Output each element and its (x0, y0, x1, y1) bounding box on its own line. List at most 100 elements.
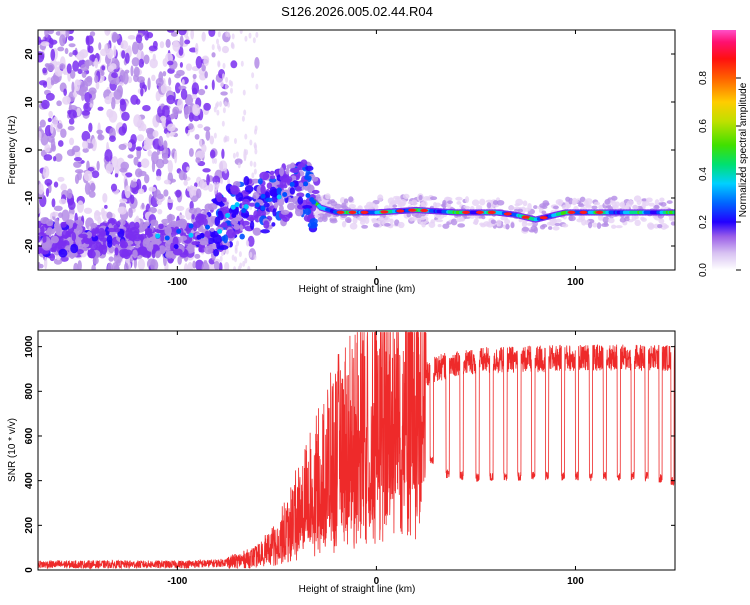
heatmap-cell (190, 30, 195, 40)
heatmap-cell (225, 229, 236, 239)
heatmap-cell (591, 205, 598, 210)
heatmap-cell (231, 43, 235, 50)
heatmap-cell (93, 61, 98, 67)
heatmap-cell (219, 255, 223, 262)
heatmap-cell (159, 41, 165, 49)
heatmap-cell (96, 160, 100, 171)
heatmap-cell (281, 212, 291, 223)
heatmap-cell (239, 30, 243, 35)
heatmap-cell (77, 260, 82, 270)
heatmap-cell (106, 211, 113, 219)
heatmap-cell (143, 144, 152, 150)
heatmap-cell (176, 69, 185, 77)
spectrogram-x-tick-label: 100 (567, 277, 584, 288)
heatmap-cell (225, 248, 229, 255)
heatmap-cell (402, 193, 410, 200)
heatmap-cell (384, 222, 391, 227)
heatmap-cell (68, 118, 75, 125)
heatmap-cell (72, 49, 78, 56)
heatmap-cell (314, 214, 321, 218)
heatmap-cell (231, 254, 235, 261)
heatmap-cell (285, 167, 290, 175)
colorbar-label: Normalized spectral amplitude (738, 82, 749, 217)
heatmap-cell (389, 218, 394, 225)
heatmap-cell (253, 254, 257, 261)
heatmap-cell (146, 128, 156, 140)
heatmap-cell (160, 115, 167, 122)
snr-x-ticks: -100 0 100 (167, 331, 584, 587)
heatmap-cell (174, 150, 178, 164)
heatmap-cell (254, 57, 260, 69)
heatmap-cell (111, 96, 116, 110)
heatmap-cell (50, 235, 59, 244)
heatmap-cell (83, 170, 93, 182)
heatmap-cell (249, 139, 253, 146)
heatmap-cell (136, 120, 145, 129)
heatmap-cell (218, 101, 222, 108)
heatmap-cell (106, 108, 114, 118)
heatmap-cell (263, 220, 270, 229)
colorbar-gradient (712, 30, 736, 270)
heatmap-cell (273, 202, 279, 209)
heatmap-cell (135, 34, 143, 44)
heatmap-cell (47, 227, 53, 233)
heatmap-cell (348, 203, 356, 209)
heatmap-cell (87, 44, 91, 53)
heatmap-cell (239, 233, 245, 240)
heatmap-cell (139, 222, 145, 232)
heatmap-cell (428, 221, 436, 228)
heatmap-cell (374, 204, 379, 210)
heatmap-cell (619, 201, 625, 207)
heatmap-cell (437, 224, 442, 228)
heatmap-cell (66, 188, 73, 199)
heatmap-cell (201, 31, 206, 42)
heatmap-cell (240, 60, 244, 67)
heatmap-cell (165, 38, 171, 48)
heatmap-cell (151, 245, 160, 251)
heatmap-cell (244, 133, 248, 140)
heatmap-cell (619, 217, 627, 223)
heatmap-cell (204, 203, 213, 211)
heatmap-cell (194, 253, 201, 259)
heatmap-cell (377, 194, 384, 202)
heatmap-cell (329, 217, 337, 222)
heatmap-cell (121, 50, 126, 59)
heatmap-cell (61, 209, 70, 222)
heatmap-cell (42, 166, 50, 179)
spectrogram-y-tick-label: 0 (24, 147, 35, 153)
heatmap-cell (111, 156, 119, 168)
heatmap-cell (242, 260, 246, 267)
snr-x-tick-label: 0 (374, 576, 380, 587)
heatmap-cell (657, 223, 663, 229)
heatmap-cell (611, 224, 617, 229)
heatmap-cell (119, 99, 127, 112)
heatmap-cell (197, 123, 203, 129)
heatmap-cell (209, 227, 215, 232)
heatmap-hotspot (396, 209, 405, 213)
heatmap-cell (418, 194, 423, 201)
heatmap-cell (304, 175, 312, 181)
heatmap-hotspot (461, 210, 470, 214)
heatmap-cell (209, 135, 215, 145)
heatmap-cell (74, 157, 82, 162)
heatmap-cell (225, 31, 229, 38)
heatmap-cell (659, 197, 665, 203)
heatmap-cell (252, 227, 262, 236)
heatmap-cell (192, 221, 202, 229)
heatmap-cell (119, 198, 128, 204)
heatmap-cell (416, 217, 422, 223)
heatmap-cell (136, 76, 146, 83)
heatmap-cell (361, 224, 369, 229)
heatmap-cell (247, 265, 251, 270)
heatmap-cell (510, 222, 515, 229)
heatmap-cell (147, 77, 151, 91)
heatmap-cell (81, 92, 85, 101)
heatmap-cell (119, 239, 126, 248)
heatmap-cell (253, 161, 257, 168)
heatmap-cell (526, 222, 533, 226)
heatmap-cell (584, 198, 593, 205)
heatmap-cell (406, 212, 412, 218)
heatmap-cell (156, 193, 164, 200)
heatmap-cell (479, 198, 486, 206)
